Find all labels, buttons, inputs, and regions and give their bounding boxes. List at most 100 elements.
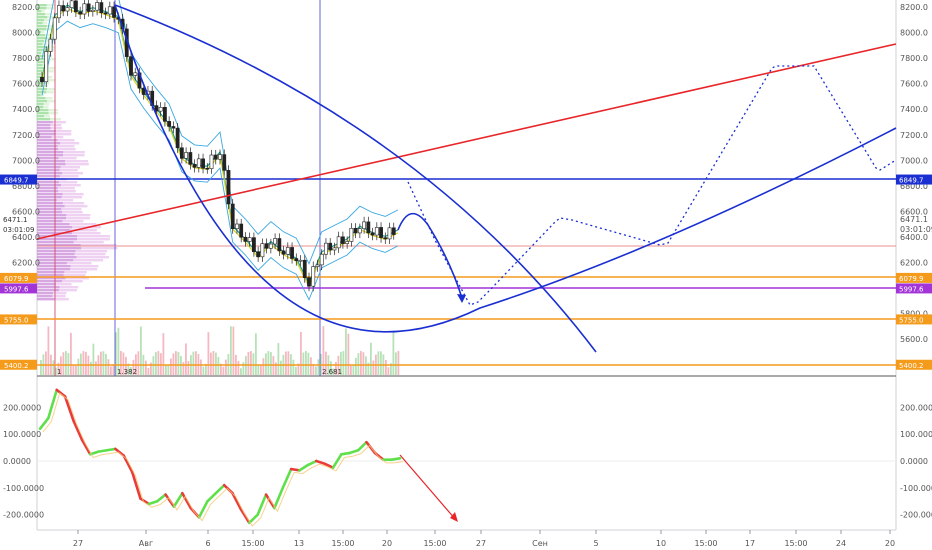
volume-profile-bar bbox=[37, 175, 60, 178]
osc-segment bbox=[139, 497, 151, 506]
osc-segment bbox=[47, 388, 59, 420]
osc-tick-right: 100.0000 bbox=[900, 430, 932, 439]
candle-body bbox=[74, 0, 78, 13]
price-tag-left-text: 5400.2 bbox=[4, 362, 29, 370]
price-tick-right: 6400.0 bbox=[900, 233, 928, 242]
volume-profile-bar bbox=[37, 154, 64, 157]
price-tick-right: 7000.0 bbox=[900, 156, 928, 165]
volume-bar bbox=[45, 351, 47, 375]
volume-profile-bar bbox=[43, 82, 50, 85]
volume-profile-bar bbox=[37, 91, 47, 94]
volume-bar bbox=[62, 352, 65, 375]
price-tick-left: 6600.0 bbox=[12, 207, 40, 216]
dotted-projection-path bbox=[407, 65, 897, 306]
candle-body bbox=[281, 250, 286, 255]
volume-profile-bar bbox=[62, 172, 83, 175]
volume-bar bbox=[112, 364, 115, 375]
osc-segment bbox=[114, 447, 126, 457]
candle-body bbox=[362, 221, 366, 229]
price-tick-left: 8200.0 bbox=[12, 3, 40, 12]
volume-bar bbox=[122, 352, 125, 375]
volume-profile-bar bbox=[37, 202, 63, 205]
osc-segment bbox=[147, 499, 159, 506]
candle-body bbox=[44, 51, 49, 83]
volume-profile-bar bbox=[46, 4, 55, 7]
volume-profile-bar bbox=[59, 175, 79, 178]
osc-tick-left: -100.0000 bbox=[3, 484, 44, 493]
volume-bar bbox=[390, 363, 392, 375]
projection-arrowhead bbox=[457, 294, 466, 303]
candle-body bbox=[103, 12, 108, 15]
volume-profile-bar bbox=[37, 211, 63, 214]
candle-body bbox=[252, 237, 256, 252]
osc-segment bbox=[97, 448, 109, 453]
volume-profile-bar bbox=[53, 292, 67, 295]
volume-profile-bar bbox=[62, 202, 85, 205]
volume-profile-bar bbox=[41, 10, 45, 13]
price-tick-right: 5800.0 bbox=[900, 310, 928, 319]
volume-bar bbox=[127, 363, 130, 375]
volume-profile-bar bbox=[37, 298, 55, 301]
osc-segment bbox=[72, 419, 84, 441]
osc-segment bbox=[331, 452, 343, 470]
countdown-timer: 03:01:09 bbox=[3, 226, 34, 234]
price-tick-left: 7000.0 bbox=[12, 156, 40, 165]
volume-profile-bar bbox=[37, 22, 43, 25]
candle-body bbox=[319, 253, 324, 266]
volume-profile-bar bbox=[37, 190, 59, 193]
volume-profile-bar bbox=[37, 166, 61, 169]
volume-bar bbox=[187, 361, 190, 375]
price-tick-right: 6600.0 bbox=[900, 207, 928, 216]
candle-body bbox=[230, 203, 235, 229]
volume-profile-bar bbox=[47, 16, 56, 19]
candle-body bbox=[154, 105, 159, 112]
candle-body bbox=[112, 6, 116, 18]
volume-bar bbox=[77, 358, 80, 375]
osc-tick-right: -200.0000 bbox=[900, 511, 932, 520]
osc-segment bbox=[122, 454, 134, 474]
candle-body bbox=[82, 3, 87, 15]
volume-profile-bar bbox=[46, 67, 56, 70]
volume-profile-bar bbox=[81, 247, 118, 250]
volume-profile-bar bbox=[71, 232, 101, 235]
volume-bar bbox=[370, 342, 372, 375]
osc-tick-right: -100.0000 bbox=[900, 484, 932, 493]
volume-bar bbox=[285, 351, 287, 375]
volume-profile-bar bbox=[70, 265, 99, 268]
price-tick-left: 7800.0 bbox=[12, 54, 40, 63]
volume-profile-bar bbox=[37, 163, 66, 166]
price-tag-right-bg bbox=[896, 272, 932, 283]
volume-profile-bar bbox=[55, 283, 72, 286]
price-tag-left-bg bbox=[0, 174, 37, 185]
candle-body bbox=[95, 2, 99, 11]
volume-profile-bar bbox=[62, 280, 83, 283]
candle-body bbox=[184, 152, 188, 159]
candle-body bbox=[370, 232, 375, 236]
candle-body bbox=[133, 72, 138, 76]
price-tick-left: 6800.0 bbox=[12, 182, 40, 191]
volume-bar bbox=[102, 351, 105, 375]
price-tick-right: 7200.0 bbox=[900, 131, 928, 140]
volume-bar bbox=[380, 351, 382, 375]
osc-tick-left: -200.0000 bbox=[3, 511, 44, 520]
volume-bar bbox=[132, 359, 135, 375]
price-tag-left-text: 5755.0 bbox=[4, 316, 29, 324]
candle-body bbox=[256, 251, 261, 258]
osc-tick-right: 0.0000 bbox=[900, 457, 928, 466]
volume-profile-bar bbox=[46, 91, 54, 94]
candle-body bbox=[57, 5, 61, 19]
osc-tick-left: 200.0000 bbox=[3, 403, 41, 412]
candle-body bbox=[61, 5, 66, 12]
candle-body bbox=[273, 238, 277, 245]
volume-profile-bar bbox=[69, 229, 97, 232]
time-tick-label: 27 bbox=[476, 539, 486, 548]
volume-profile-bar bbox=[37, 16, 48, 19]
volume-bar bbox=[247, 352, 250, 375]
volume-profile-bar bbox=[37, 85, 43, 88]
volume-bar bbox=[185, 343, 187, 375]
volume-bar bbox=[212, 351, 215, 375]
volume-bar bbox=[177, 351, 180, 375]
candle-body bbox=[349, 227, 354, 242]
volume-profile-bar bbox=[51, 136, 64, 139]
